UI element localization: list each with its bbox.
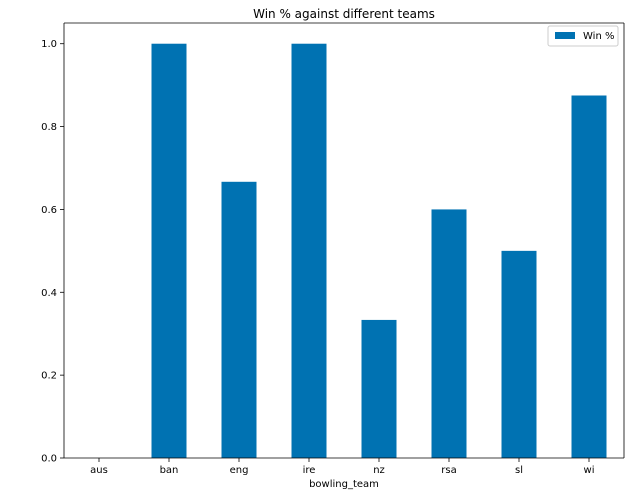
y-tick-label-0.4: 0.4: [41, 288, 57, 299]
bar-sl: [501, 250, 537, 458]
x-tick-label-sl: sl: [515, 465, 523, 476]
bar-ire: [291, 43, 327, 458]
x-tick-label-ban: ban: [160, 465, 179, 476]
y-axis-ticks: 0.0 0.2 0.4 0.6 0.8 1.0: [41, 39, 64, 465]
y-tick-label-0.2: 0.2: [41, 371, 57, 382]
legend-swatch: [555, 32, 575, 39]
y-tick-label-0.8: 0.8: [41, 122, 57, 133]
x-axis-ticks: aus ban eng ire nz rsa sl wi: [90, 458, 594, 476]
x-tick-label-wi: wi: [584, 465, 595, 476]
bar-eng: [221, 181, 257, 458]
axes-frame: [63, 22, 625, 459]
y-tick-label-0.0: 0.0: [41, 454, 57, 465]
bar-rsa: [431, 209, 467, 458]
bar-ban: [151, 43, 187, 458]
x-axis-label: bowling_team: [309, 479, 379, 490]
x-tick-label-rsa: rsa: [441, 465, 456, 476]
chart-title: Win % against different teams: [253, 7, 435, 21]
bar-wi: [571, 95, 607, 458]
x-tick-label-nz: nz: [373, 465, 385, 476]
x-tick-label-ire: ire: [303, 465, 316, 476]
x-tick-label-eng: eng: [230, 465, 249, 476]
bars-group: [151, 43, 607, 458]
y-tick-label-1.0: 1.0: [41, 39, 57, 50]
legend-frame: [547, 25, 619, 47]
legend: Win %: [547, 25, 619, 47]
x-tick-label-aus: aus: [90, 465, 108, 476]
y-tick-label-0.6: 0.6: [41, 205, 57, 216]
bar-nz: [361, 319, 397, 458]
legend-label: Win %: [583, 31, 614, 42]
